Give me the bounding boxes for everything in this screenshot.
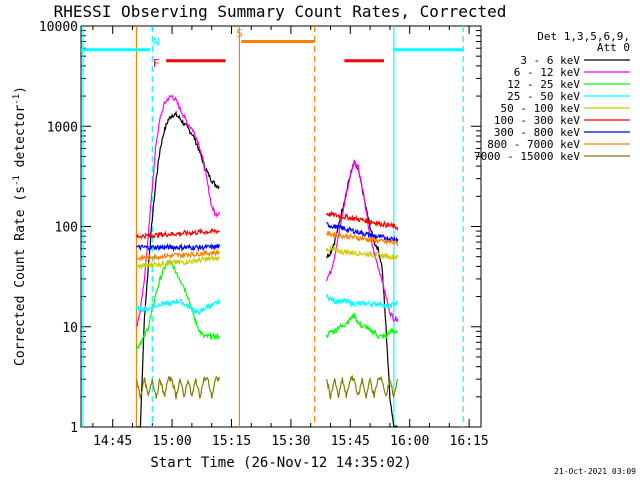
series-line bbox=[325, 312, 399, 340]
series-line bbox=[135, 298, 221, 316]
legend-entry-label: 50 - 100 keV bbox=[501, 102, 581, 115]
legend-title-line1: Det 1,3,5,6,9, bbox=[537, 30, 630, 43]
data-series bbox=[135, 94, 399, 428]
legend-entry-label: 25 - 50 keV bbox=[507, 90, 580, 103]
state-flag-label: F bbox=[153, 57, 160, 70]
x-tick-label: 15:45 bbox=[331, 434, 370, 449]
x-tick-label: 16:00 bbox=[390, 434, 429, 449]
legend-entry-label: 3 - 6 keV bbox=[520, 54, 580, 67]
legend-title-line2: Att 0 bbox=[597, 41, 630, 54]
series-line bbox=[325, 244, 399, 261]
legend-entry-label: 7000 - 15000 keV bbox=[474, 150, 580, 163]
series-line bbox=[326, 230, 399, 248]
generated-timestamp: 21-Oct-2021 03:09 bbox=[554, 467, 636, 476]
legend-entry-label: 12 - 25 keV bbox=[507, 78, 580, 91]
series-line bbox=[325, 210, 399, 232]
y-tick-label: 1 bbox=[70, 421, 78, 436]
x-axis-label: Start Time (26-Nov-12 14:35:02) bbox=[150, 455, 411, 471]
series-line bbox=[135, 259, 221, 351]
series-line bbox=[325, 374, 399, 400]
state-flag-label: N bbox=[153, 35, 160, 48]
x-tick-label: 14:45 bbox=[93, 434, 132, 449]
x-axis: 14:45 15:00 15:15 15:30 15:45 16:00 16:15 bbox=[92, 26, 489, 449]
series-line bbox=[135, 375, 221, 400]
series-line bbox=[325, 293, 399, 309]
x-tick-label: 15:30 bbox=[271, 434, 310, 449]
y-tick-label: 1000 bbox=[47, 120, 78, 135]
y-tick-label: 10 bbox=[62, 321, 78, 336]
plot-frame bbox=[80, 25, 482, 428]
x-tick-label: 15:15 bbox=[212, 434, 251, 449]
y-axis: 1 10 100 1000 10000 bbox=[39, 20, 481, 436]
series-line bbox=[136, 110, 220, 428]
legend-entry-label: 300 - 800 keV bbox=[494, 126, 580, 139]
legend-entry-label: 6 - 12 keV bbox=[514, 66, 581, 79]
series-line bbox=[135, 254, 221, 270]
state-overlays: NF S bbox=[81, 26, 464, 427]
series-line bbox=[135, 227, 221, 241]
x-tick-label: 16:15 bbox=[450, 434, 489, 449]
y-axis-label: Corrected Count Rate (s-1 detector-1) bbox=[12, 86, 28, 366]
y-tick-label: 10000 bbox=[39, 20, 78, 35]
series-line bbox=[136, 248, 221, 261]
legend-entry-label: 100 - 300 keV bbox=[494, 114, 580, 127]
chart-title: RHESSI Observing Summary Count Rates, Co… bbox=[54, 2, 507, 21]
series-line bbox=[135, 94, 221, 328]
x-tick-label: 15:00 bbox=[153, 434, 192, 449]
legend-entry-label: 800 - 7000 keV bbox=[487, 138, 580, 151]
y-tick-label: 100 bbox=[55, 221, 78, 236]
series-line bbox=[326, 160, 399, 428]
series-line bbox=[136, 242, 221, 253]
state-flag-label: S bbox=[236, 27, 243, 40]
series-line bbox=[325, 159, 399, 323]
